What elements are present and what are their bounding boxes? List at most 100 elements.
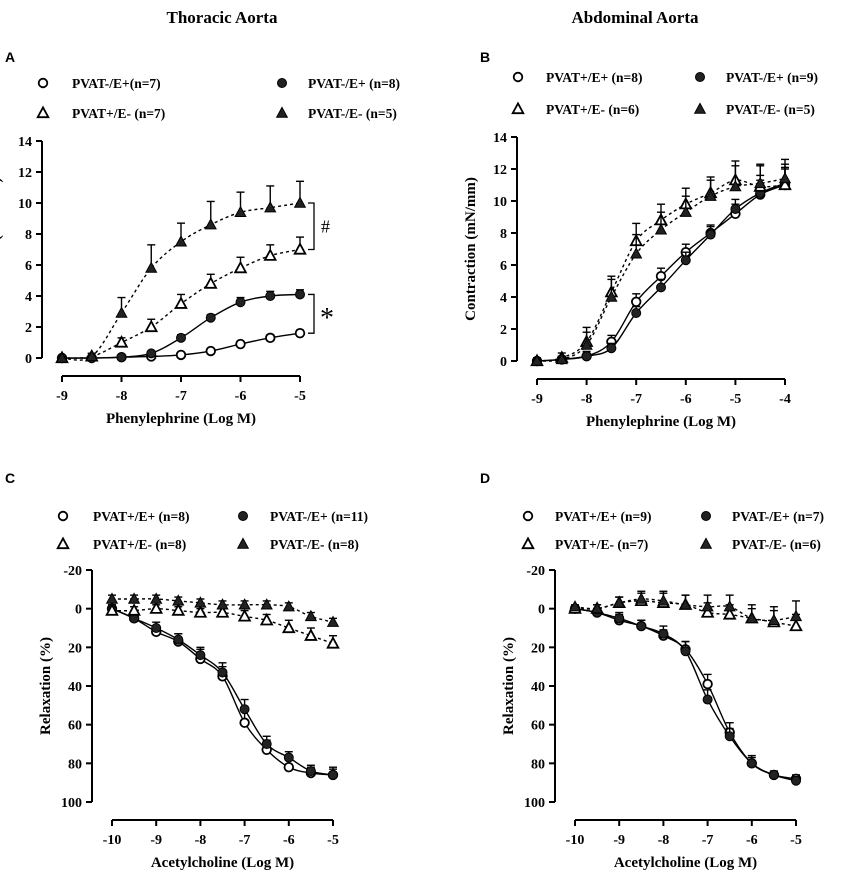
data-point xyxy=(635,592,648,604)
data-point xyxy=(115,306,128,318)
y-tick-label: 0 xyxy=(538,603,545,618)
data-point xyxy=(205,312,216,323)
y-tick-label: 80 xyxy=(531,757,545,772)
legend-marker xyxy=(512,71,524,83)
data-point xyxy=(555,352,568,365)
x-tick-label: -8 xyxy=(195,833,207,848)
x-tick-label: -9 xyxy=(613,833,625,848)
data-point xyxy=(174,235,188,247)
data-point xyxy=(702,694,713,705)
data-point xyxy=(630,247,643,259)
data-point xyxy=(768,769,779,780)
series-line xyxy=(61,202,301,361)
panel-c: C PVAT+/E+ (n=8) PVAT-/E+ (n=11) PVAT+/E- (… xyxy=(5,470,368,871)
data-point xyxy=(530,354,544,366)
data-point xyxy=(328,769,338,780)
data-point xyxy=(233,260,248,274)
data-point xyxy=(724,731,735,742)
series-0 xyxy=(106,603,339,781)
legend-label: PVAT-/E+ (n=11) xyxy=(270,509,368,524)
panel-letter: C xyxy=(5,470,15,486)
x-tick-label: -6 xyxy=(283,833,295,848)
data-point xyxy=(636,621,647,632)
data-point xyxy=(791,775,801,786)
series-line xyxy=(111,608,334,776)
y-tick-label: 8 xyxy=(500,227,507,242)
data-point xyxy=(234,205,247,217)
x-tick-label: -9 xyxy=(150,833,162,848)
series-line xyxy=(574,607,797,780)
panel-b: B PVAT+/E+ (n=8) PVAT-/E+ (n=9) PVAT+/E- (n… xyxy=(463,49,818,430)
data-point xyxy=(657,594,670,606)
data-point xyxy=(283,762,295,773)
data-point xyxy=(85,349,98,362)
data-point xyxy=(172,594,185,606)
x-tick-label: -7 xyxy=(239,833,251,848)
x-tick-label: -7 xyxy=(175,389,187,404)
legend-label: PVAT-/E- (n=6) xyxy=(732,537,821,552)
legend-marker xyxy=(275,106,289,118)
data-point xyxy=(568,600,582,612)
legend-marker xyxy=(277,78,287,88)
panel-a: A PVAT-/E+(n=7) PVAT-/E+ (n=8) PVAT+/E- (n=… xyxy=(0,49,400,427)
data-point xyxy=(304,609,318,622)
data-point xyxy=(722,606,737,620)
y-tick-label: 100 xyxy=(524,796,545,811)
data-point xyxy=(261,739,272,749)
data-point xyxy=(680,255,691,266)
x-axis-title: Acetylcholine (Log M) xyxy=(151,855,294,871)
data-point xyxy=(305,766,316,777)
y-tick-label: 20 xyxy=(68,641,82,656)
data-point xyxy=(145,261,158,273)
series-3 xyxy=(568,590,803,625)
data-point xyxy=(175,349,187,361)
legend-marker xyxy=(701,511,711,521)
data-point xyxy=(264,201,277,213)
legend-marker xyxy=(521,536,535,550)
legend-label: PVAT-/E- (n=5) xyxy=(726,102,815,117)
series-3 xyxy=(530,158,792,366)
data-point xyxy=(701,600,714,612)
legend-marker xyxy=(511,101,525,115)
y-tick-label: 10 xyxy=(18,197,32,212)
legend-label: PVAT+/E+ (n=8) xyxy=(546,70,642,85)
series-1 xyxy=(570,603,801,786)
x-tick-label: -6 xyxy=(746,833,758,848)
legend-marker xyxy=(693,102,707,114)
legend-marker xyxy=(36,105,50,119)
data-point xyxy=(205,345,216,357)
legend-marker xyxy=(37,77,49,89)
data-point xyxy=(282,600,295,612)
data-point xyxy=(614,613,625,624)
series-3 xyxy=(55,180,307,363)
data-point xyxy=(235,297,246,308)
data-point xyxy=(294,328,306,339)
legend-label: PVAT-/E+ (n=7) xyxy=(732,509,824,524)
x-tick-label: -4 xyxy=(779,392,791,407)
column-title-abdominal: Abdominal Aorta xyxy=(571,8,699,27)
y-tick-label: 60 xyxy=(68,719,82,734)
series-line xyxy=(111,608,334,776)
x-tick-label: -9 xyxy=(531,392,543,407)
data-point xyxy=(116,352,127,363)
legend-label: PVAT-/E+ (n=9) xyxy=(726,70,818,85)
series-1 xyxy=(55,236,307,364)
data-point xyxy=(590,602,604,614)
data-point xyxy=(293,242,307,255)
data-point xyxy=(238,598,251,610)
panel-letter: D xyxy=(480,470,490,486)
y-tick-label: 4 xyxy=(500,291,507,306)
significance-bracket xyxy=(308,202,315,251)
significance-bracket xyxy=(308,293,315,334)
data-point xyxy=(729,179,742,192)
data-point xyxy=(680,646,691,657)
data-point xyxy=(746,758,757,769)
y-axis-title: Contraction (mN/mm) xyxy=(463,177,479,321)
y-tick-label: 4 xyxy=(25,290,32,305)
data-point xyxy=(326,615,340,627)
data-point xyxy=(195,650,206,661)
legend-marker xyxy=(56,536,70,550)
data-point xyxy=(778,177,792,191)
legend-marker xyxy=(695,72,705,82)
